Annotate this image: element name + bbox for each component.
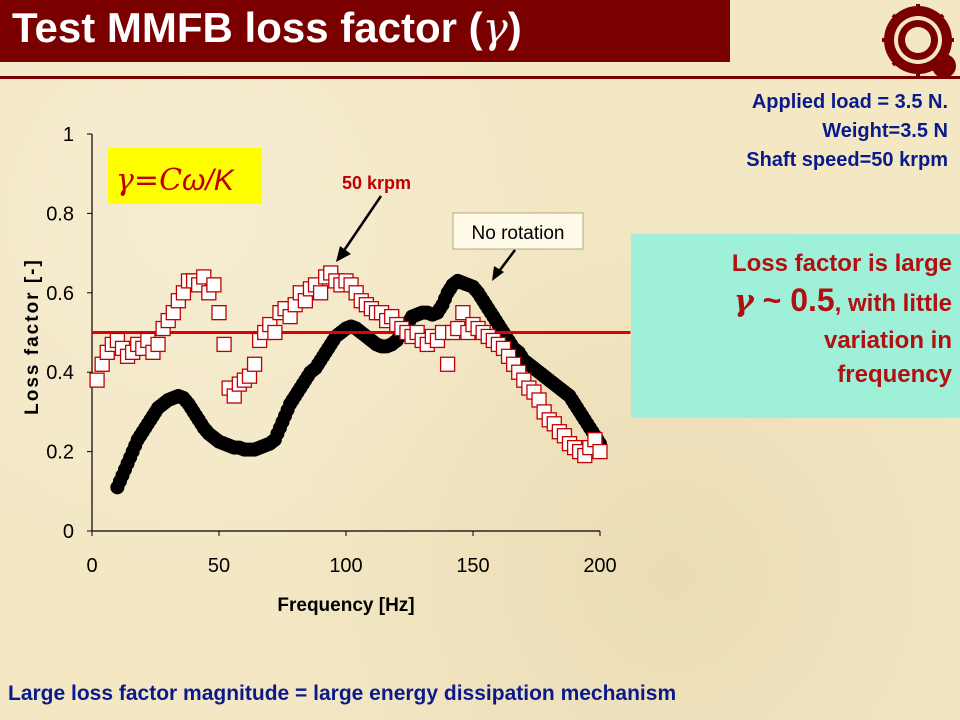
overlay: γ=Cω/K 50 krpm No rotation (108, 148, 584, 281)
y-axis-label: Loss factor [-] (22, 258, 43, 415)
y-tick-label: 1 (63, 124, 74, 146)
krpm50-point (89, 372, 105, 388)
note-line-4: frequency (837, 361, 952, 388)
x-axis-label: Frequency [Hz] (277, 595, 414, 616)
y-tick-label: 0.2 (46, 442, 74, 464)
x-tick-label: 200 (583, 555, 616, 577)
krpm50-point (211, 304, 227, 321)
formula-box (108, 148, 262, 204)
footer-statement: Large loss factor magnitude = large ener… (8, 682, 677, 705)
title-gamma: γ (482, 3, 508, 52)
krpm50-point (246, 356, 263, 372)
note-approx: ~ 0.5 (753, 282, 835, 318)
y-tick-label: 0.4 (46, 362, 74, 384)
note-line-1: Loss factor is large (731, 250, 952, 277)
title-underline (0, 76, 960, 79)
formula-omega-k: ω/K (182, 164, 236, 197)
note-line-3: variation in (823, 327, 952, 354)
krpm50-point (150, 336, 166, 353)
x-tick-label: 150 (456, 555, 489, 577)
shaft-speed: Shaft speed=50 krpm (746, 149, 948, 171)
x-tick-label: 50 (208, 555, 230, 577)
krpm50-point (216, 336, 232, 353)
y-tick-label: 0 (63, 521, 74, 543)
logo-icon (882, 4, 956, 78)
krpm50-point (455, 304, 471, 321)
note-gamma: γ (733, 284, 754, 319)
y-tick-label: 0.8 (46, 203, 74, 225)
loss-factor-callout: Loss factor is large γ ~ 0.5, with littl… (631, 234, 960, 418)
weight: Weight=3.5 N (822, 120, 948, 142)
title-close: ) (507, 4, 522, 51)
krpm50-point (312, 285, 329, 301)
no-rotation-label-box (452, 212, 584, 250)
formula-gamma: γ=C (116, 163, 182, 198)
note-rest: , with little (834, 290, 952, 317)
krpm50-point (267, 324, 283, 341)
series-layer (89, 265, 631, 495)
axes: 0 0.2 0.4 0.6 0.8 1 0 50 100 150 200 Frequency [Hz]… (22, 124, 617, 616)
title-bar: Test MMFB loss factor (γ) (0, 0, 730, 62)
label-no-rotation: No rotation (472, 223, 565, 244)
x-tick-label: 0 (86, 555, 97, 577)
slide-title: Test MMFB loss factor (γ) (12, 2, 522, 54)
arrow-50krpm-head (336, 246, 351, 262)
krpm50-point (439, 356, 456, 372)
formula-text: γ=Cω/K (116, 163, 236, 198)
label-50krpm: 50 krpm (342, 173, 411, 193)
arrow-50krpm (341, 195, 383, 253)
x-tick-label: 100 (329, 555, 362, 577)
krpm50-point (592, 443, 608, 460)
applied-load: Applied load = 3.5 N. (751, 91, 948, 113)
title-text: Test MMFB loss factor ( (12, 4, 483, 51)
note-line-2: γ ~ 0.5, with little (641, 280, 952, 324)
krpm50-point (206, 277, 222, 293)
y-tick-label: 0.6 (46, 283, 74, 305)
test-conditions: Applied load = 3.5 N. Weight=3.5 N Shaft… (746, 88, 948, 175)
arrow-no-rotation-head (492, 266, 504, 281)
